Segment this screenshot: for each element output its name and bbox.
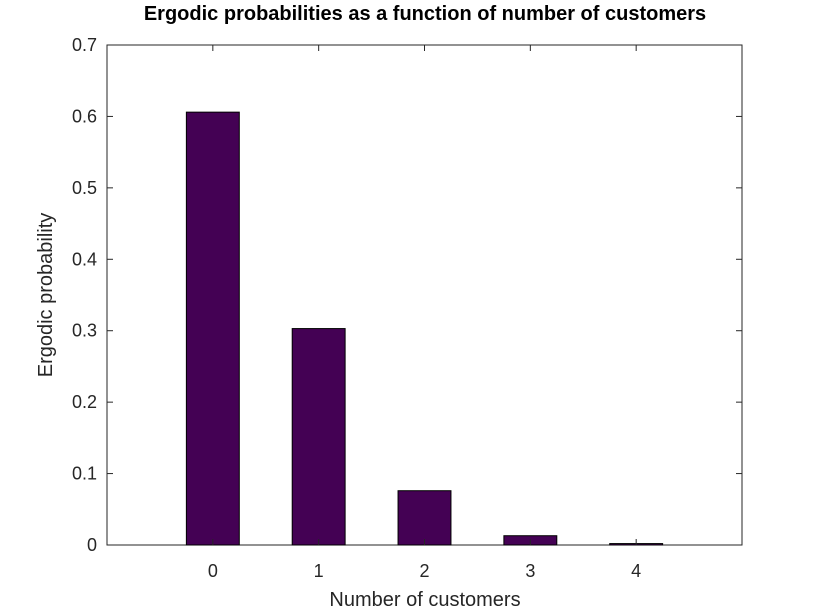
y-tick-label: 0.7: [72, 35, 97, 55]
x-tick-label: 1: [314, 561, 324, 581]
y-tick-label: 0.1: [72, 464, 97, 484]
y-tick-label: 0.2: [72, 392, 97, 412]
bar-2: [397, 490, 452, 546]
y-axis-label: Ergodic probability: [35, 213, 57, 378]
y-tick-label: 0.3: [72, 321, 97, 341]
bar-0: [185, 111, 240, 546]
bar-1: [291, 328, 346, 546]
x-tick-label: 0: [208, 561, 218, 581]
y-tick-label: 0.6: [72, 106, 97, 126]
y-tick-label: 0: [87, 535, 97, 555]
x-tick-label: 3: [525, 561, 535, 581]
x-tick-label: 4: [631, 561, 641, 581]
chart-title: Ergodic probabilities as a function of n…: [144, 3, 706, 25]
y-tick-label: 0.4: [72, 249, 97, 269]
x-axis-label: Number of customers: [329, 589, 520, 611]
y-tick-label: 0.5: [72, 178, 97, 198]
x-tick-label: 2: [419, 561, 429, 581]
